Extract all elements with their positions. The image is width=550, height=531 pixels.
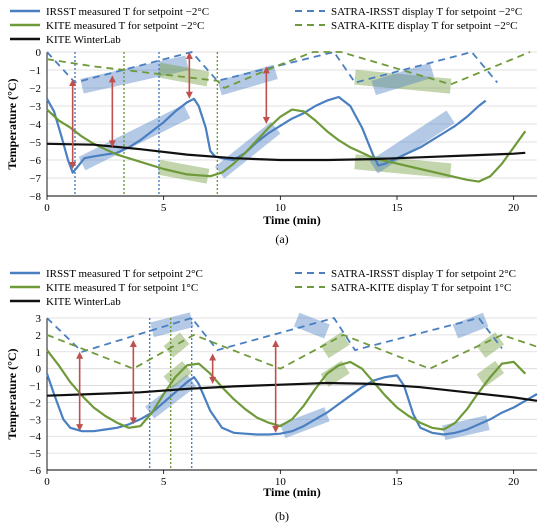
legend-label: KITE measured T for setpoint 1°C	[46, 282, 198, 294]
y-tick-label: 3	[36, 313, 42, 325]
arrow-head-down	[69, 162, 77, 169]
series-line-3	[46, 142, 526, 162]
highlight-band	[163, 332, 190, 358]
series-line-2	[46, 108, 527, 183]
y-axis-label: Temperature (°C)	[5, 348, 19, 439]
arrow-head-up	[185, 52, 193, 59]
arrow-head-down	[185, 91, 193, 99]
y-tick-label: 2	[36, 330, 42, 342]
highlight-band	[320, 331, 350, 359]
y-tick-label: −6	[29, 155, 41, 167]
highlight-band	[150, 312, 194, 338]
highlight-band	[354, 154, 452, 179]
chart-panel-1: −8 −7 −6 −5 −4 −3 −2 −1 0 0 5 10 15 20 Time (min) Tempe…	[5, 6, 537, 246]
y-tick-label: 0	[36, 47, 42, 59]
series-line-5	[46, 333, 538, 370]
arrow-head-up	[69, 79, 77, 86]
x-tick-label: 15	[392, 202, 404, 214]
arrow-head-down	[76, 424, 84, 432]
y-tick-label: −5	[29, 137, 41, 149]
y-tick-label: −3	[29, 414, 41, 426]
panel-label: (b)	[275, 509, 289, 523]
panel-label: (a)	[275, 232, 288, 246]
x-tick-label: 5	[161, 476, 167, 488]
legend-label: SATRA-KITE display T for setpoint −2°C	[331, 20, 518, 32]
arrow-head-up	[262, 66, 270, 74]
legend-label: IRSST measured T for setpoint 2°C	[46, 268, 203, 280]
arrow-head-down	[129, 417, 137, 425]
y-tick-label: −8	[29, 191, 41, 203]
y-tick-label: −1	[29, 381, 41, 393]
highlight-band	[80, 55, 189, 94]
legend-label: KITE WinterLab	[46, 296, 121, 308]
series-line-4	[46, 317, 503, 353]
series-line-4	[46, 51, 498, 84]
x-tick-label: 20	[508, 476, 520, 488]
x-tick-label: 5	[161, 202, 167, 214]
x-tick-label: 15	[392, 476, 404, 488]
y-tick-label: −6	[29, 465, 41, 477]
highlight-band	[371, 62, 435, 96]
arrow-head-down	[209, 376, 217, 384]
legend-label: KITE measured T for setpoint −2°C	[46, 20, 204, 32]
x-tick-label: 0	[44, 476, 50, 488]
y-tick-label: −3	[29, 101, 41, 113]
arrow-head-up	[108, 75, 116, 83]
x-axis-label: Time (min)	[263, 485, 320, 499]
x-tick-label: 10	[275, 476, 287, 488]
legend-label: SATRA-KITE display T for setpoint 1°C	[331, 282, 511, 294]
legend-label: IRSST measured T for setpoint −2°C	[46, 6, 209, 18]
y-tick-label: −1	[29, 65, 41, 77]
legend-label: SATRA-IRSST display T for setpoint 2°C	[331, 268, 516, 280]
arrow-head-down	[108, 140, 116, 148]
y-tick-label: −7	[29, 173, 41, 185]
series-line-5	[46, 51, 531, 89]
x-axis-label: Time (min)	[263, 213, 320, 227]
y-tick-label: −2	[29, 83, 41, 95]
x-tick-label: 0	[44, 202, 50, 214]
y-tick-label: −4	[29, 431, 41, 443]
y-tick-label: −2	[29, 397, 41, 409]
series-line-1	[46, 95, 487, 174]
arrow-head-down	[262, 117, 270, 124]
arrow-head-up	[76, 351, 84, 359]
chart-panel-2: −6 −5 −4 −3 −2 −1 0 1 2 3 0 5 10 15 20 Time (min) Temper…	[5, 268, 538, 523]
arrow-head-down	[272, 425, 280, 433]
legend-label: KITE WinterLab	[46, 34, 121, 46]
x-tick-label: 20	[508, 202, 520, 214]
x-tick-label: 10	[275, 202, 287, 214]
highlight-band	[320, 360, 350, 387]
arrow-head-up	[129, 339, 137, 347]
arrow-head-up	[272, 339, 280, 347]
arrow-head-up	[209, 353, 217, 361]
series-line-2	[46, 349, 527, 431]
y-tick-label: 1	[36, 347, 42, 359]
y-tick-label: −5	[29, 448, 41, 460]
highlight-band	[293, 312, 330, 339]
y-tick-label: −4	[29, 119, 41, 131]
y-tick-label: 0	[36, 364, 42, 376]
y-axis-label: Temperature (°C)	[5, 78, 19, 169]
highlight-band	[157, 62, 210, 87]
legend-label: SATRA-IRSST display T for setpoint −2°C	[331, 6, 522, 18]
